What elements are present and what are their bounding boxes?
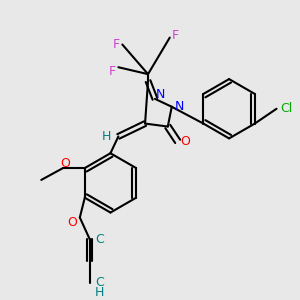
Text: N: N [175,100,184,113]
Text: O: O [181,135,190,148]
Text: H: H [102,130,111,143]
Text: Cl: Cl [280,102,292,115]
Text: H: H [95,286,104,299]
Text: F: F [113,38,120,51]
Text: O: O [67,216,77,229]
Text: O: O [60,157,70,169]
Text: C: C [95,233,104,246]
Text: C: C [95,276,104,289]
Text: N: N [156,88,166,101]
Text: F: F [109,65,116,78]
Text: F: F [172,29,179,42]
